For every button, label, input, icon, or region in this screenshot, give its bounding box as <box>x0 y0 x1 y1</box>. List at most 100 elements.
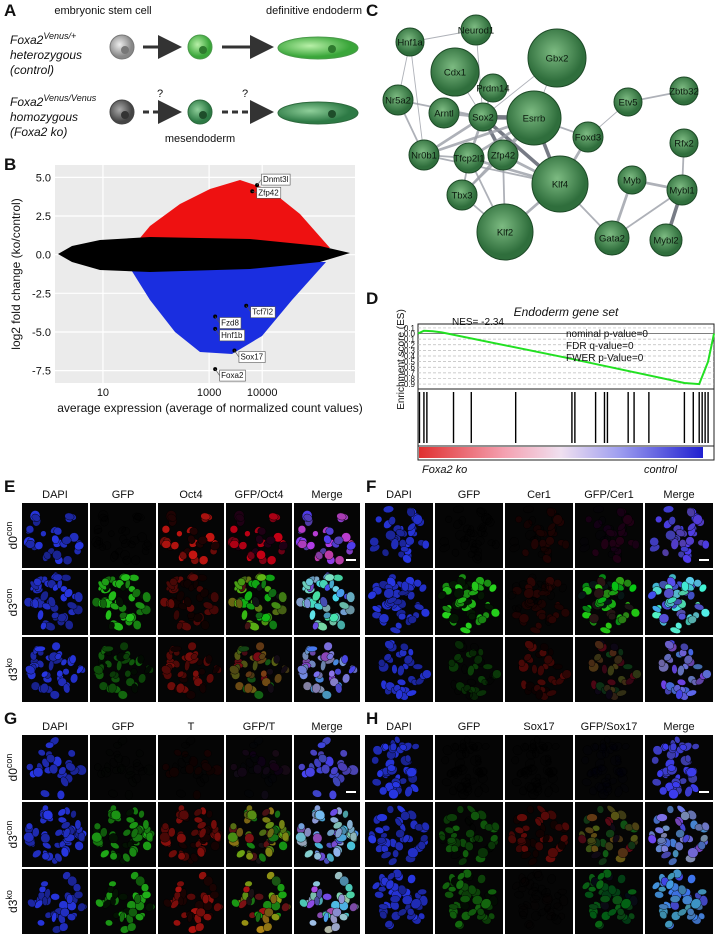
network-edge <box>409 41 425 156</box>
nucleus <box>93 822 101 830</box>
micrograph <box>158 503 224 568</box>
row-label: d0con <box>4 522 20 550</box>
y-tick-label: -2.5 <box>32 288 51 300</box>
nucleus <box>33 577 42 587</box>
nucleus <box>540 642 549 652</box>
nucleus <box>588 886 597 893</box>
y-tick-label: -0.2 <box>401 341 415 350</box>
nucleus <box>451 548 460 557</box>
nucleus <box>530 538 539 550</box>
nucleus <box>305 577 314 587</box>
cell-schematic <box>109 34 359 125</box>
nucleus <box>238 541 248 550</box>
node-label: Zfp42 <box>491 151 515 162</box>
nucleus <box>265 535 276 545</box>
nucleus <box>469 648 477 657</box>
nucleus <box>334 668 342 676</box>
micrograph <box>22 802 88 867</box>
nucleus <box>546 507 556 518</box>
nucleus <box>62 668 70 676</box>
micrograph <box>226 637 292 702</box>
gene-label-leader <box>234 350 240 358</box>
nucleus <box>692 663 703 670</box>
nucleus <box>196 658 204 666</box>
network-node <box>453 142 485 174</box>
nucleus <box>41 670 49 678</box>
nucleus <box>537 599 547 609</box>
nucleus <box>313 670 321 678</box>
nucleus <box>536 580 546 589</box>
node-label: Myb <box>623 176 641 187</box>
nucleus <box>675 529 686 537</box>
nucleus <box>524 640 534 650</box>
nucleus <box>312 590 321 602</box>
nucleus <box>244 621 251 630</box>
nucleus <box>631 540 640 550</box>
nucleus <box>235 598 243 609</box>
y-tick-label: -0.5 <box>401 358 415 367</box>
nucleus <box>694 603 705 611</box>
y-tick-label: 0.0 <box>36 250 51 262</box>
nucleus <box>122 555 132 565</box>
nucleus <box>547 847 559 858</box>
nucleus <box>264 658 272 666</box>
micrograph <box>365 570 433 635</box>
nucleus <box>70 673 79 684</box>
micrograph-background <box>435 503 503 568</box>
nucleus <box>99 598 107 609</box>
gene-label: Foxa2 <box>221 371 244 380</box>
node-label: Mybl1 <box>669 186 694 197</box>
node-label: Mybl2 <box>653 236 678 247</box>
nucleus <box>101 577 110 587</box>
panel-letter: F <box>366 477 376 496</box>
nucleus <box>446 813 458 822</box>
x-tick-label: 10000 <box>247 387 278 399</box>
gene-label: Zfp42 <box>258 188 279 197</box>
nucleus <box>616 689 627 697</box>
gene-label-leader <box>214 316 220 324</box>
micrograph <box>22 503 88 568</box>
micrograph <box>22 869 88 934</box>
nucleus <box>334 555 345 565</box>
nucleus <box>515 604 522 612</box>
gene: Foxa2 <box>10 95 44 109</box>
nucleus <box>421 540 430 550</box>
column-header: Sox17 <box>523 721 554 733</box>
nucleus <box>167 598 175 609</box>
nucleus <box>378 659 386 667</box>
nucleus <box>40 590 49 602</box>
nucleus <box>42 896 48 906</box>
nucleus <box>608 539 617 548</box>
nucleus <box>562 669 572 679</box>
nucleus <box>167 513 177 522</box>
nucleus <box>375 515 383 523</box>
nucleus <box>591 548 600 557</box>
nucleus <box>280 665 288 674</box>
nucleus <box>617 847 629 858</box>
nucleus <box>616 507 626 518</box>
micrograph <box>22 570 88 635</box>
nucleus <box>538 539 547 548</box>
density-region-unchanged <box>58 237 350 272</box>
nucleus <box>523 505 534 514</box>
nucleus <box>594 640 604 650</box>
nucleus <box>457 764 466 772</box>
nucleus <box>183 596 192 608</box>
nucleus <box>491 540 500 550</box>
nucleus <box>34 645 46 652</box>
micrograph <box>90 802 156 867</box>
nucleus <box>381 548 390 557</box>
nucleus <box>198 555 209 565</box>
nucleus <box>190 653 198 660</box>
nucleus <box>25 539 36 549</box>
node-label: Klf2 <box>497 228 513 239</box>
nucleus <box>552 663 563 670</box>
nucleus <box>255 534 264 544</box>
nucleus <box>199 683 207 694</box>
micrograph <box>365 735 433 800</box>
nucleus <box>630 608 640 618</box>
nucleus <box>407 591 416 601</box>
nucleus <box>187 534 196 544</box>
nucleus <box>309 609 316 621</box>
